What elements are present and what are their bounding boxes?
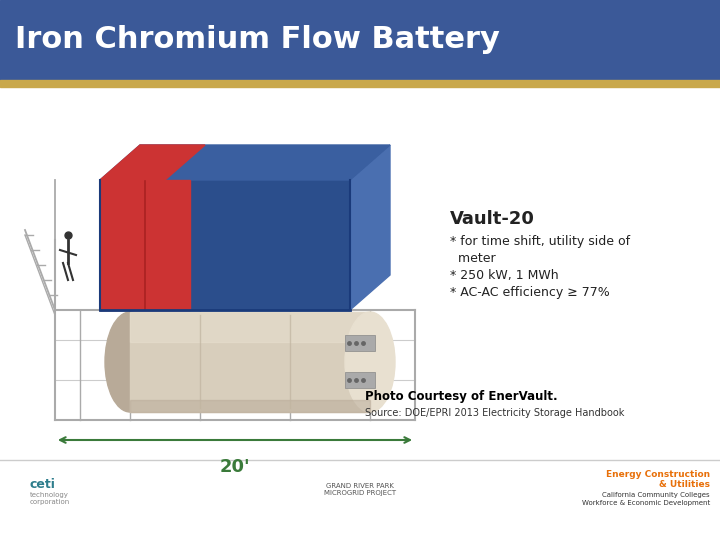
Text: corporation: corporation bbox=[30, 499, 71, 505]
Text: GRAND RIVER PARK
MICROGRID PROJECT: GRAND RIVER PARK MICROGRID PROJECT bbox=[324, 483, 396, 496]
Bar bbox=[100, 180, 350, 310]
Text: 20': 20' bbox=[220, 458, 251, 476]
Polygon shape bbox=[100, 145, 390, 180]
Text: technology: technology bbox=[30, 492, 69, 498]
Text: * for time shift, utility side of: * for time shift, utility side of bbox=[450, 235, 630, 248]
Text: Photo Courtesy of EnerVault.: Photo Courtesy of EnerVault. bbox=[365, 390, 557, 403]
Text: * AC-AC efficiency ≥ 77%: * AC-AC efficiency ≥ 77% bbox=[450, 286, 610, 299]
Text: Workforce & Economic Development: Workforce & Economic Development bbox=[582, 500, 710, 506]
Text: meter: meter bbox=[450, 252, 495, 265]
Bar bbox=[130, 312, 370, 342]
Text: Source: DOE/EPRI 2013 Electricity Storage Handbook: Source: DOE/EPRI 2013 Electricity Storag… bbox=[365, 408, 624, 418]
Text: Iron Chromium Flow Battery: Iron Chromium Flow Battery bbox=[15, 25, 500, 55]
Bar bbox=[130, 400, 370, 412]
Bar bbox=[130, 312, 370, 412]
Text: * 250 kW, 1 MWh: * 250 kW, 1 MWh bbox=[450, 269, 559, 282]
Polygon shape bbox=[350, 145, 390, 310]
Text: & Utilities: & Utilities bbox=[659, 480, 710, 489]
Text: ceti: ceti bbox=[30, 478, 56, 491]
Ellipse shape bbox=[345, 312, 395, 412]
Text: Vault-20: Vault-20 bbox=[450, 210, 535, 228]
Bar bbox=[0, 80, 720, 87]
Polygon shape bbox=[100, 145, 205, 180]
Text: California Community Colleges: California Community Colleges bbox=[603, 492, 710, 498]
Bar bbox=[345, 372, 375, 388]
Ellipse shape bbox=[105, 312, 155, 412]
Text: Energy Construction: Energy Construction bbox=[606, 470, 710, 479]
Bar bbox=[100, 180, 190, 310]
Bar bbox=[0, 0, 720, 80]
Bar bbox=[345, 335, 375, 351]
